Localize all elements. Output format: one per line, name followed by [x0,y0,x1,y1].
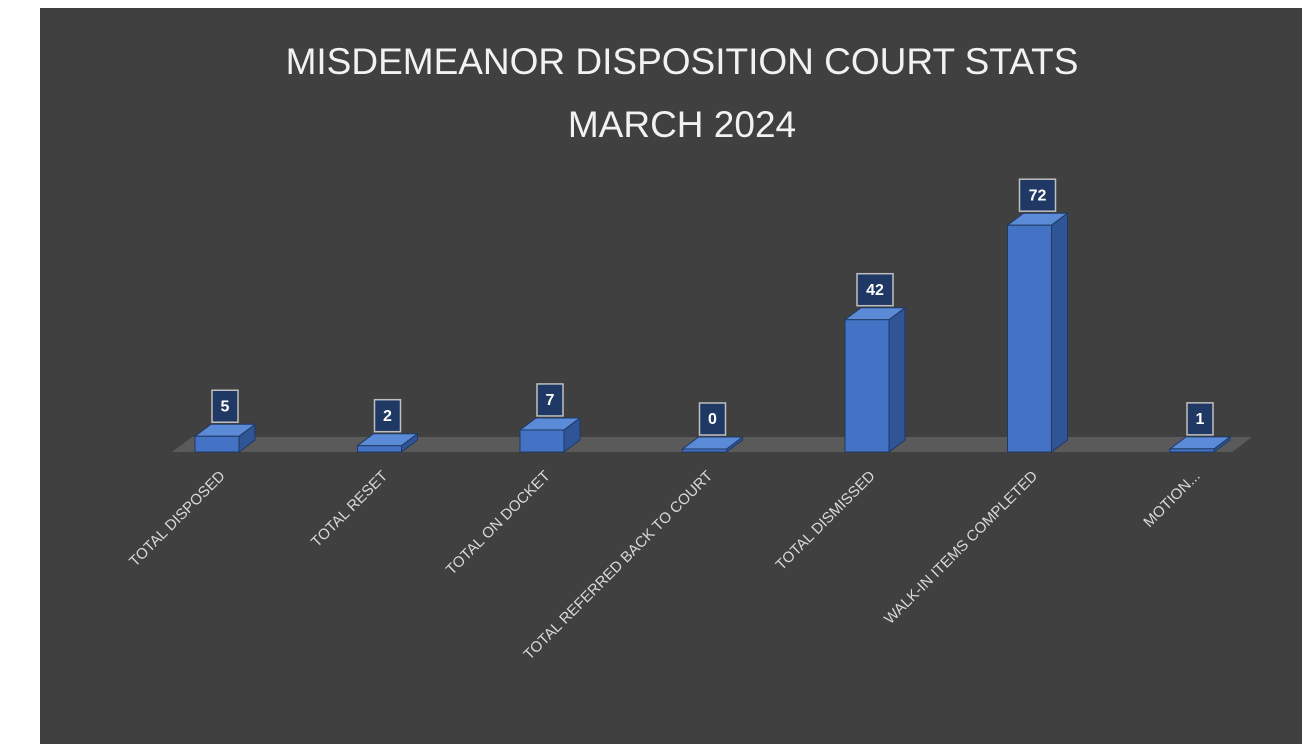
value-label: 0 [708,411,717,428]
value-label-box [698,402,727,436]
bar [357,445,402,453]
bar-group: 5 [193,389,257,453]
bar-group: 7 [518,383,582,453]
bar [1007,224,1052,453]
value-label: 2 [383,408,392,425]
bar-group: 1 [1168,402,1232,453]
value-label-box [856,272,894,307]
bar [194,435,240,453]
value-label-box [373,398,402,433]
bar [1169,448,1215,453]
bar-side [1051,212,1068,453]
chart-title: MISDEMEANOR DISPOSITION COURT STATS [286,41,1079,82]
value-label-box [1018,178,1057,212]
bar [844,319,890,453]
value-label: 1 [1196,411,1205,428]
value-label-box [536,383,564,417]
value-label-box [211,389,239,423]
value-label-box [1186,402,1214,436]
bar-group: 42 [843,272,907,453]
value-label: 5 [221,398,230,415]
bar [519,429,565,453]
bar-group: 0 [681,402,744,453]
value-label: 72 [1029,187,1047,204]
bar-side [888,306,906,453]
bar-group: 2 [356,398,419,453]
chart-subtitle: MARCH 2024 [568,104,796,145]
bar [682,448,727,453]
value-label: 42 [866,282,884,299]
bar-group: 72 [1006,178,1069,453]
chart-background [40,8,1302,744]
value-label: 7 [546,392,555,409]
